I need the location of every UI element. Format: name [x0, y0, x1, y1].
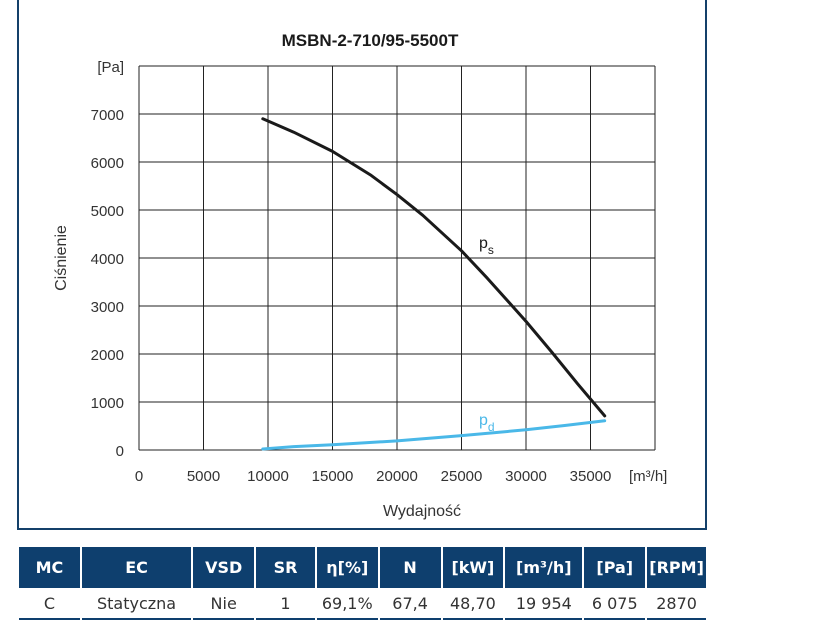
x-tick-label: 15000 [312, 468, 354, 485]
y-axis-title: Ciśnienie [53, 225, 70, 291]
y-tick-label: 7000 [91, 107, 124, 124]
cell-pressure: 6 075 [584, 588, 646, 620]
cell-sr: 1 [256, 588, 315, 620]
x-tick-label: 5000 [187, 468, 220, 485]
cell-kw: 48,70 [442, 588, 504, 620]
x-tick-label: 10000 [247, 468, 289, 485]
table-header-row: MC EC VSD SR η[%] N [kW] [m³/h] [Pa] [RP… [19, 547, 706, 588]
col-header-ec: EC [81, 547, 192, 588]
x-tick-label: 30000 [505, 468, 547, 485]
cell-mc: C [19, 588, 80, 620]
performance-chart: MSBN-2-710/95-5500T 0 1000 2000 3000 4000 5000… [53, 31, 667, 520]
col-header-vsd: VSD [193, 547, 255, 588]
col-header-efficiency: η[%] [316, 547, 378, 588]
table-row: C Statyczna Nie 1 69,1% 67,4 48,70 19 95… [19, 588, 706, 620]
x-tick-label: 20000 [376, 468, 418, 485]
specs-table: MC EC VSD SR η[%] N [kW] [m³/h] [Pa] [RP… [17, 547, 708, 620]
chart-frame: MSBN-2-710/95-5500T 0 1000 2000 3000 4000 5000… [17, 0, 707, 530]
cell-rpm: 2870 [647, 588, 706, 620]
cell-ec: Statyczna [81, 588, 192, 620]
col-header-sr: SR [256, 547, 315, 588]
x-axis-title: Wydajność [383, 503, 461, 520]
series-line-ps [261, 117, 607, 418]
series-label-subscript: s [488, 243, 494, 257]
x-tick-label: 35000 [570, 468, 612, 485]
x-tick-label: 0 [135, 468, 143, 485]
series-label-pd: pd [479, 412, 495, 434]
series-label-subscript: d [488, 420, 495, 434]
x-unit-label: [m³/h] [629, 468, 667, 485]
col-header-rpm: [RPM] [647, 547, 706, 588]
series-line-pd [261, 419, 607, 451]
y-tick-label: 3000 [91, 299, 124, 316]
cell-flow: 19 954 [505, 588, 583, 620]
chart-title: MSBN-2-710/95-5500T [282, 31, 459, 50]
y-tick-label: 4000 [91, 251, 124, 268]
y-tick-label: 2000 [91, 347, 124, 364]
y-tick-label: 0 [116, 443, 124, 460]
y-unit-label: [Pa] [97, 59, 124, 76]
x-tick-label: 25000 [441, 468, 483, 485]
cell-vsd: Nie [193, 588, 255, 620]
col-header-pressure: [Pa] [584, 547, 646, 588]
cell-efficiency: 69,1% [316, 588, 378, 620]
y-tick-label: 1000 [91, 395, 124, 412]
cell-n: 67,4 [379, 588, 441, 620]
y-tick-label: 5000 [91, 203, 124, 220]
col-header-n: N [379, 547, 441, 588]
series-label-ps: ps [479, 235, 494, 257]
y-tick-label: 6000 [91, 155, 124, 172]
col-header-flow: [m³/h] [505, 547, 583, 588]
col-header-mc: MC [19, 547, 80, 588]
col-header-kw: [kW] [442, 547, 504, 588]
